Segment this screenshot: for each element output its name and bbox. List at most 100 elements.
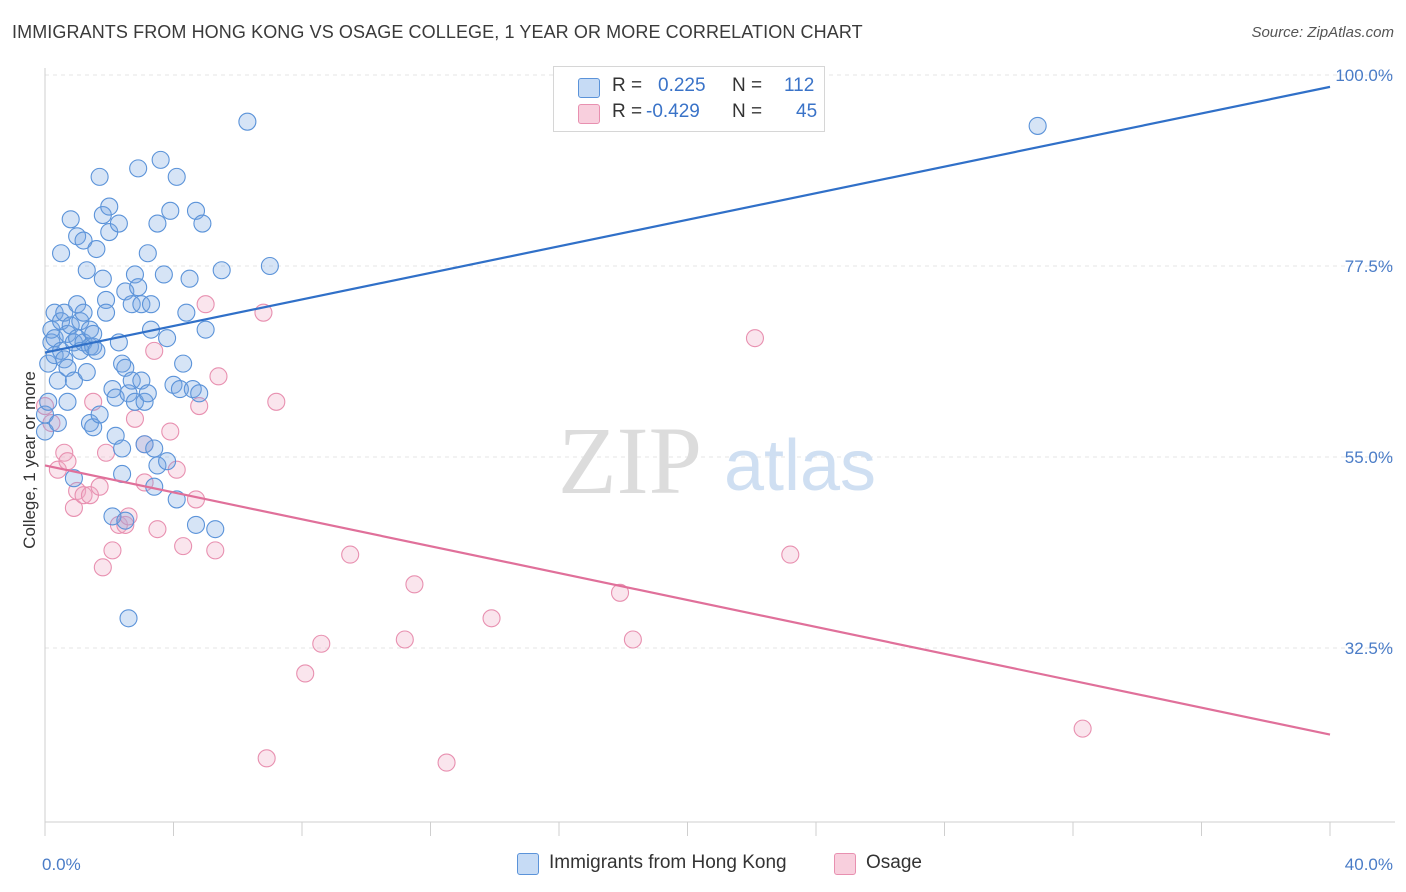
tick-labels: 32.5% 55.0% 77.5% 100.0% 0.0% 40.0% (42, 66, 1393, 874)
legend-swatch-blue (578, 78, 600, 98)
hong-kong-point (122, 295, 141, 314)
osage-point (58, 452, 77, 471)
osage-point (74, 486, 93, 505)
hong-kong-point (212, 261, 231, 280)
hong-kong-point (167, 167, 186, 186)
hong-kong-point (132, 295, 151, 314)
hong-kong-point (148, 456, 167, 475)
hong-kong-point (206, 520, 225, 539)
hong-kong-point (58, 392, 77, 411)
chart-source: Source: ZipAtlas.com (1251, 24, 1394, 41)
hong-kong-point (113, 439, 132, 458)
osage-point (482, 609, 501, 628)
hong-kong-point (84, 324, 103, 343)
hong-kong-point (48, 413, 67, 433)
osage-point (96, 443, 116, 462)
legend-r-value: 0.225 (658, 75, 706, 96)
osage-point (781, 545, 800, 564)
osage-points (35, 295, 1092, 772)
osage-point (745, 329, 765, 348)
hong-kong-point (96, 303, 116, 322)
legend-n-value: 112 (784, 75, 815, 96)
hong-kong-point (116, 511, 135, 530)
hong-kong-point (260, 256, 279, 276)
hong-kong-point (74, 231, 93, 250)
osage-point (206, 541, 225, 560)
axes (44, 68, 1395, 836)
hong-kong-point (145, 439, 164, 458)
hong-kong-point (193, 214, 212, 233)
hong-kong-point (170, 380, 189, 399)
watermark-atlas: atlas (724, 426, 876, 506)
y-axis-label: College, 1 year or more (20, 371, 39, 549)
y-tick-label: 55.0% (1345, 448, 1393, 467)
osage-point (209, 367, 228, 386)
osage-point (161, 422, 180, 441)
hong-kong-point (190, 384, 209, 403)
hong-kong-point (125, 392, 144, 411)
hong-kong-point (148, 214, 167, 233)
hong-kong-point (90, 167, 109, 186)
hong-kong-point (96, 290, 116, 309)
legend-r-label: R = (612, 75, 643, 96)
osage-point (395, 630, 414, 649)
osage-point (93, 558, 112, 577)
hong-kong-point (87, 239, 106, 259)
bottom-legend-label: Osage (866, 852, 922, 873)
hong-kong-points (35, 112, 1047, 628)
hong-kong-point (129, 278, 148, 297)
hong-kong-point (64, 371, 83, 390)
osage-point (90, 477, 109, 496)
hong-kong-point (141, 295, 161, 314)
hong-kong-point (74, 303, 93, 322)
x-tick-label-min: 0.0% (42, 855, 81, 874)
x-tick-label-max: 40.0% (1345, 855, 1393, 874)
hong-kong-point (238, 112, 257, 131)
hong-kong-point (158, 329, 177, 348)
correlation-legend: R = 0.225 N = 112 R = -0.429 N = 45 (553, 66, 825, 132)
osage-point (257, 749, 276, 768)
hong-kong-point (64, 469, 83, 488)
y-tick-label: 32.5% (1345, 639, 1393, 658)
hong-kong-point (180, 269, 199, 288)
hong-kong-point (39, 392, 58, 411)
hong-kong-point (129, 159, 148, 178)
y-tick-label: 77.5% (1345, 257, 1393, 276)
osage-point (174, 537, 193, 556)
legend-n-label: N = (732, 75, 763, 96)
hong-kong-point (138, 384, 157, 403)
hong-kong-point (100, 197, 119, 216)
hong-kong-point (77, 363, 96, 382)
bottom-legend-label: Immigrants from Hong Kong (549, 852, 787, 873)
hong-kong-point (90, 405, 109, 424)
osage-point (148, 520, 167, 539)
hong-kong-point (87, 341, 106, 360)
osage-point (437, 753, 456, 772)
grid-lines (45, 74, 1395, 649)
hong-kong-point (109, 214, 128, 233)
legend-n-label: N = (732, 101, 763, 122)
osage-point (312, 634, 331, 653)
legend-r-value: -0.429 (646, 101, 700, 122)
osage-point (1073, 719, 1092, 738)
chart-title: IMMIGRANTS FROM HONG KONG VS OSAGE COLLE… (12, 22, 863, 42)
hong-kong-point (174, 354, 193, 373)
trend-lines (44, 85, 1331, 736)
legend-r-label: R = (612, 101, 643, 122)
hong-kong-point (167, 490, 186, 509)
hong-kong-point (138, 244, 157, 263)
y-tick-label: 100.0% (1335, 66, 1393, 85)
osage-point (405, 575, 424, 594)
hong-kong-point (161, 201, 180, 220)
hong-kong-point (119, 609, 138, 628)
osage-point (190, 397, 209, 416)
hong-kong-point (186, 515, 206, 534)
osage-point (64, 498, 83, 517)
hong-kong-point (135, 435, 154, 454)
hong-kong-point (1028, 116, 1047, 135)
hong-kong-point (154, 265, 173, 284)
hong-kong-point (122, 371, 141, 390)
osage-point (610, 583, 630, 602)
bottom-legend-swatch-blue (517, 853, 539, 875)
osage-trend-line (44, 464, 1331, 736)
